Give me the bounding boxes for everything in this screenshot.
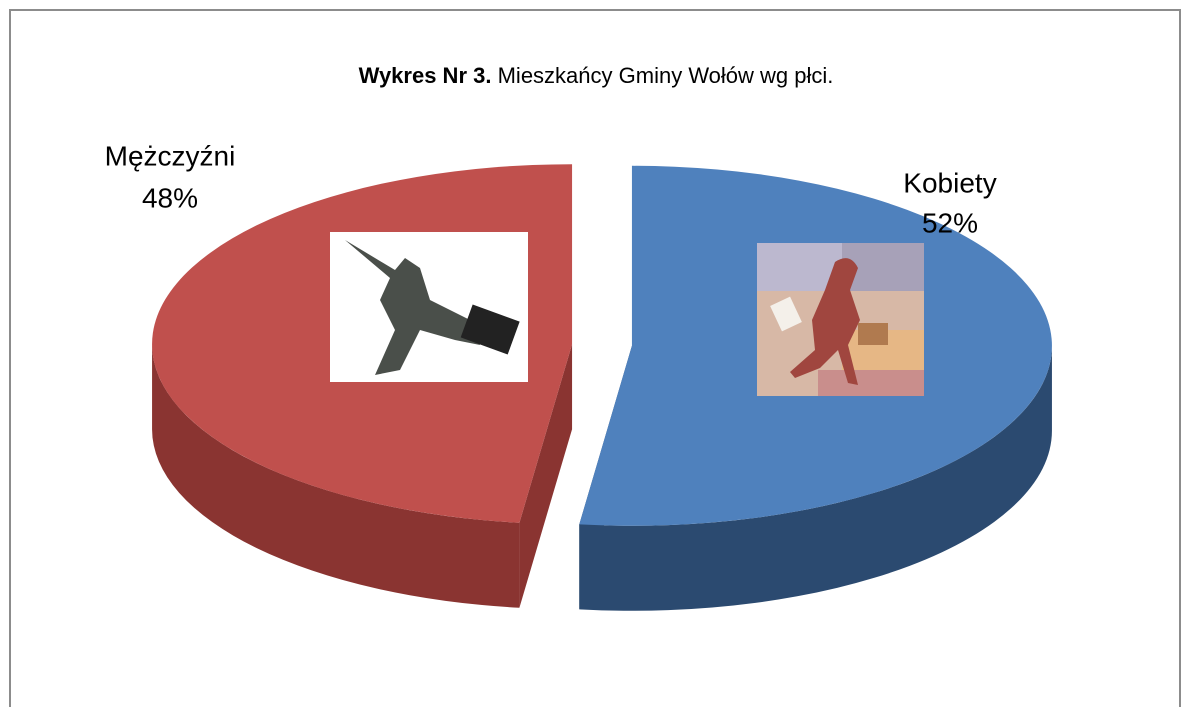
chart-title: Wykres Nr 3. Mieszkańcy Gminy Wołów wg p… [359,63,834,88]
title-number: Wykres Nr 3. [359,63,492,88]
title-text: Mieszkańcy Gminy Wołów wg płci. [498,63,834,88]
slice-value-label: 48% [142,182,198,213]
man-briefcase [460,304,520,355]
clip-art [330,232,924,396]
man-figure [345,240,480,375]
woman-bg [818,370,924,396]
woman-papers [770,296,802,332]
slice-side [152,344,520,608]
slice-label: Kobiety [903,167,996,198]
woman-figure [790,258,860,385]
woman-bag [858,323,888,345]
slice-value-label: 52% [922,207,978,238]
slice-label: Mężczyźni [105,140,236,171]
slice-cut-face [519,344,573,608]
slice-side [579,345,1052,611]
